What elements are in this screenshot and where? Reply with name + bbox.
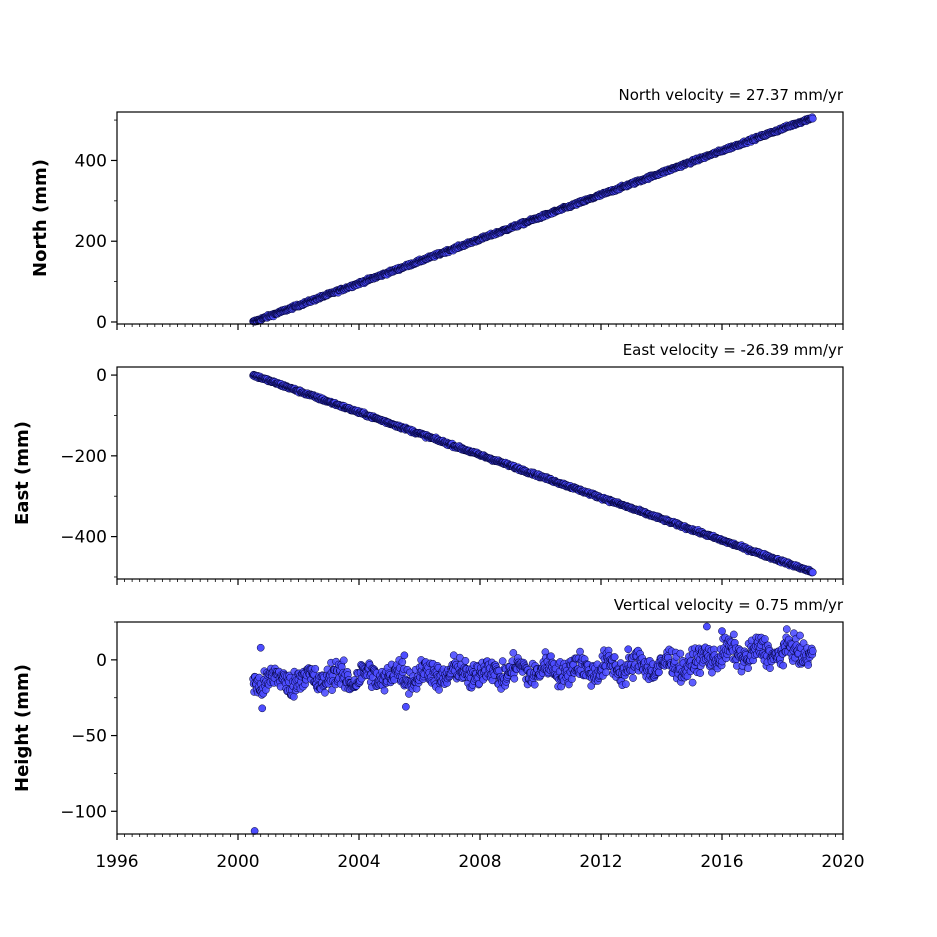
outlier-point: [624, 645, 633, 654]
north-axis-ticks: 0 200 400: [75, 119, 844, 333]
data-point: [629, 674, 637, 682]
data-point: [696, 669, 705, 677]
data-point: [808, 647, 817, 655]
height-data-points: [249, 622, 817, 835]
data-point: [688, 678, 697, 687]
north-velocity-title: North velocity = 27.37 mm/yr: [619, 86, 844, 104]
north-ylabel: North (mm): [30, 159, 51, 277]
outlier-point: [402, 702, 410, 711]
east-panel: East velocity = -26.39 mm/yr East (mm) 0…: [12, 341, 844, 585]
x-axis-tick-labels: 1996 2000 2004 2008 2012 2016 2020: [95, 852, 864, 872]
data-point: [796, 631, 804, 640]
y-tick-label: −400: [60, 528, 107, 548]
data-point: [729, 630, 738, 639]
outlier-point: [703, 622, 711, 631]
data-point: [808, 114, 817, 123]
outlier-point: [400, 651, 409, 660]
data-point: [622, 680, 630, 688]
outlier-point: [718, 627, 726, 635]
height-velocity-title: Vertical velocity = 0.75 mm/yr: [614, 596, 844, 614]
north-panel: North velocity = 27.37 mm/yr North (mm) …: [30, 86, 844, 333]
east-data-points: [249, 370, 817, 577]
data-point: [804, 661, 813, 669]
data-point: [498, 657, 507, 665]
outlier-point: [258, 704, 267, 713]
x-tick-label: 2012: [579, 852, 622, 872]
data-point: [290, 692, 298, 701]
data-point: [530, 680, 539, 689]
x-tick-label: 2020: [821, 852, 864, 872]
y-tick-label: −200: [60, 447, 107, 467]
data-point: [435, 686, 443, 694]
data-point: [380, 686, 389, 695]
x-tick-label: 2004: [337, 852, 380, 872]
height-panel: Vertical velocity = 0.75 mm/yr Height (m…: [12, 596, 844, 840]
data-point: [766, 664, 774, 672]
x-tick-label: 1996: [95, 852, 138, 872]
y-tick-label: 0: [96, 651, 107, 671]
data-point: [779, 661, 788, 670]
data-point: [321, 688, 329, 697]
data-point: [398, 658, 407, 666]
y-tick-label: −50: [71, 727, 107, 747]
data-point: [655, 668, 663, 677]
data-point: [339, 656, 348, 665]
data-point: [510, 674, 519, 683]
y-tick-label: 0: [96, 366, 107, 386]
y-tick-label: −100: [60, 802, 107, 822]
x-tick-label: 2008: [458, 852, 501, 872]
data-point: [602, 668, 610, 677]
data-point: [808, 568, 817, 577]
east-ylabel: East (mm): [12, 421, 33, 525]
y-tick-label: 0: [96, 313, 107, 333]
north-data-points: [249, 113, 817, 326]
y-tick-label: 200: [75, 232, 107, 252]
height-ylabel: Height (mm): [12, 664, 33, 792]
east-velocity-title: East velocity = -26.39 mm/yr: [623, 341, 844, 359]
y-tick-label: 400: [75, 151, 107, 171]
data-point: [461, 656, 470, 665]
data-point: [744, 664, 752, 673]
data-point: [576, 647, 584, 656]
data-point: [761, 635, 769, 643]
x-tick-label: 2016: [700, 852, 743, 872]
data-point: [547, 652, 555, 661]
data-point: [676, 649, 685, 658]
outlier-point: [256, 643, 265, 652]
data-point: [610, 653, 619, 661]
data-point: [311, 664, 320, 673]
east-axis-ticks: 0 −200 −400: [60, 366, 844, 585]
x-tick-label: 2000: [216, 852, 259, 872]
data-point: [782, 625, 791, 633]
